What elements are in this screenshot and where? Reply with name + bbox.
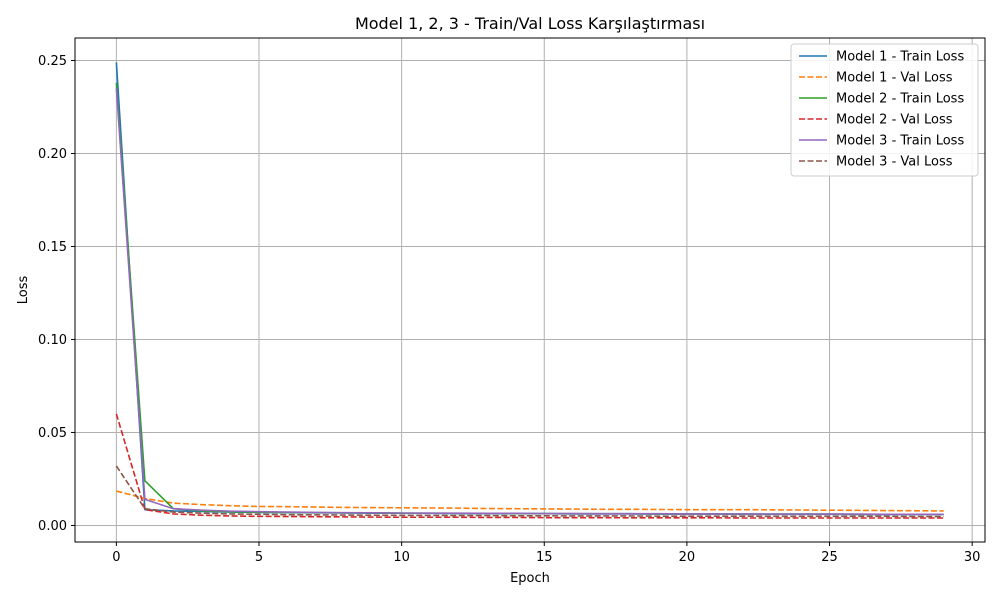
plot-frame	[74, 37, 986, 543]
x-tick-label: 30	[964, 550, 981, 565]
legend-label: Model 1 - Train Loss	[836, 50, 964, 65]
y-tick-label: 0.15	[38, 240, 67, 255]
x-tick-label: 5	[255, 550, 263, 565]
series-line	[115, 465, 944, 518]
legend-label: Model 2 - Val Loss	[836, 113, 953, 128]
x-tick-label: 25	[821, 550, 838, 565]
y-tick-label: 0.00	[38, 519, 67, 534]
legend-label: Model 2 - Train Loss	[836, 92, 964, 107]
series-line	[115, 88, 944, 516]
legend-label: Model 3 - Val Loss	[836, 155, 953, 170]
y-tick-label: 0.10	[38, 333, 67, 348]
series-line	[116, 490, 944, 512]
series-lines	[115, 62, 944, 519]
x-tick-label: 15	[536, 550, 553, 565]
y-tick-label: 0.20	[38, 147, 67, 162]
legend-box	[790, 43, 979, 177]
x-tick-label: 20	[679, 550, 696, 565]
series-line	[115, 413, 944, 519]
axis-ticks: 0 5 10 15 20 25 30 0.00 0.05 0.10 0.15 0.20 0.25	[38, 54, 980, 565]
x-tick-label: 10	[393, 550, 410, 565]
legend-label: Model 1 - Val Loss	[836, 71, 953, 86]
legend: Model 1 - Train Loss Model 1 - Val Loss Mo…	[790, 43, 979, 177]
x-tick-label: 0	[112, 550, 120, 565]
grid	[75, 38, 985, 542]
x-axis-label: Epoch	[510, 571, 550, 586]
y-tick-label: 0.05	[38, 426, 67, 441]
legend-label: Model 3 - Train Loss	[836, 134, 964, 149]
chart-title: Model 1, 2, 3 - Train/Val Loss Karşılaşt…	[355, 14, 705, 33]
y-axis-label: Loss	[16, 276, 31, 305]
y-tick-label: 0.25	[38, 54, 67, 69]
